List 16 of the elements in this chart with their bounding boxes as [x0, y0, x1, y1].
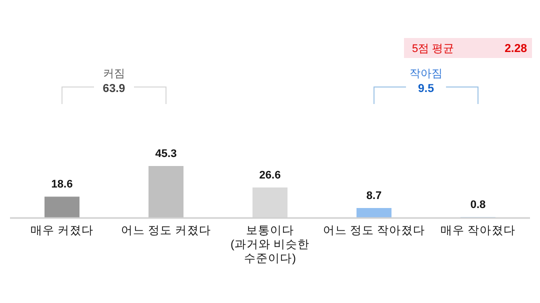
x-tick-label: 매우 커졌다 [30, 225, 94, 237]
data-label: 45.3 [155, 148, 177, 160]
x-tick-label: 보통이다 (과거와 비슷한 수준이다) [230, 225, 310, 265]
text: 5점 평균 [412, 43, 454, 55]
x-tick-label: 어느 정도 커졌다 [120, 225, 212, 237]
x-tick-label: 매우 작아졌다 [440, 225, 516, 237]
data-label: 18.6 [51, 178, 73, 191]
data-label: 26.6 [259, 169, 281, 182]
text: 63.9 [102, 83, 126, 95]
text: 작아짐 [410, 68, 442, 80]
text: 커짐 [103, 68, 125, 80]
data-label: 0.8 [470, 199, 486, 212]
text: 2.28 [504, 43, 528, 55]
text: 9.5 [418, 83, 435, 95]
data-label: 8.7 [366, 190, 382, 202]
x-tick-label: 어느 정도 작아졌다 [322, 225, 426, 237]
